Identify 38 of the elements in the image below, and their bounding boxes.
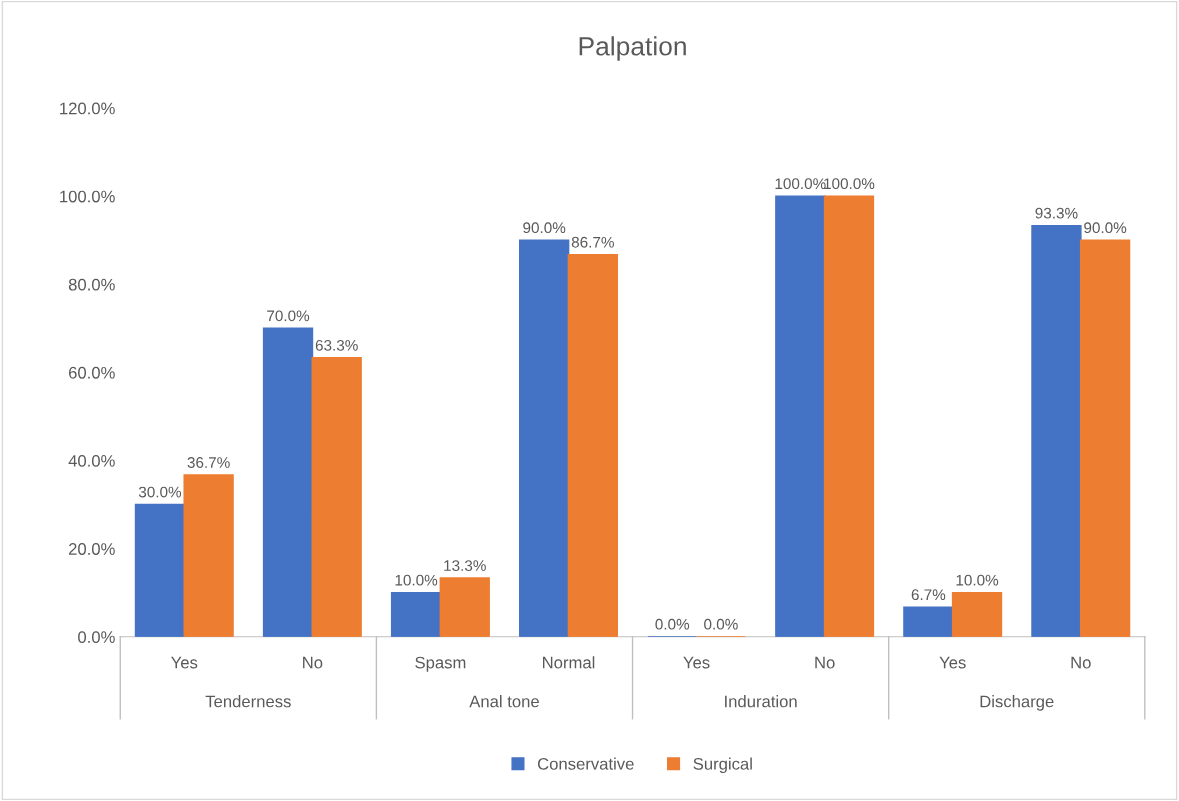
- x-tick-label: Normal: [543, 656, 595, 669]
- data-label: 0.0%: [655, 618, 690, 630]
- text: Anal tone: [469, 695, 539, 708]
- data-label: 90.0%: [1084, 222, 1127, 234]
- data-label: 93.3%: [1035, 207, 1078, 219]
- y-tick-label: 80.0%: [68, 278, 115, 291]
- text: Discharge: [980, 695, 1054, 711]
- y-tick-label: 100.0%: [60, 190, 115, 203]
- data-label: 10.0%: [956, 574, 999, 586]
- y-tick-label: 120.0%: [60, 102, 115, 115]
- x-tick-label: Spasm: [415, 656, 466, 672]
- data-label: 100.0%: [775, 178, 826, 190]
- data-label: 70.0%: [267, 310, 310, 322]
- y-tick-label: 40.0%: [68, 454, 115, 467]
- data-label: 6.7%: [911, 589, 946, 601]
- data-label: 0.0%: [704, 618, 738, 630]
- legend-label: Conservative: [537, 757, 634, 770]
- y-tick-label: 60.0%: [68, 366, 115, 379]
- x-tick-label: No: [815, 656, 835, 669]
- x-tick-label: Yes: [683, 656, 710, 669]
- x-tick-label: No: [1071, 656, 1091, 669]
- legend-label: Surgical: [693, 757, 752, 774]
- data-label: 13.3%: [444, 560, 486, 572]
- data-label: 100.0%: [824, 178, 875, 190]
- data-label: 30.0%: [138, 486, 182, 498]
- data-label: 36.7%: [187, 457, 230, 468]
- data-label: 63.3%: [315, 339, 358, 351]
- data-label: 90.0%: [523, 222, 566, 234]
- x-tick-label: Yes: [171, 656, 198, 669]
- y-tick-label: 0.0%: [78, 631, 115, 643]
- data-label: 86.7%: [571, 236, 614, 248]
- text: Tenderness: [205, 695, 291, 708]
- text: Induration: [725, 695, 797, 708]
- y-tick-label: 20.0%: [68, 543, 115, 555]
- x-tick-label: Yes: [939, 656, 966, 669]
- x-tick-label: No: [303, 656, 323, 669]
- data-label: 10.0%: [395, 574, 438, 586]
- chart-title: Palpation: [579, 36, 686, 61]
